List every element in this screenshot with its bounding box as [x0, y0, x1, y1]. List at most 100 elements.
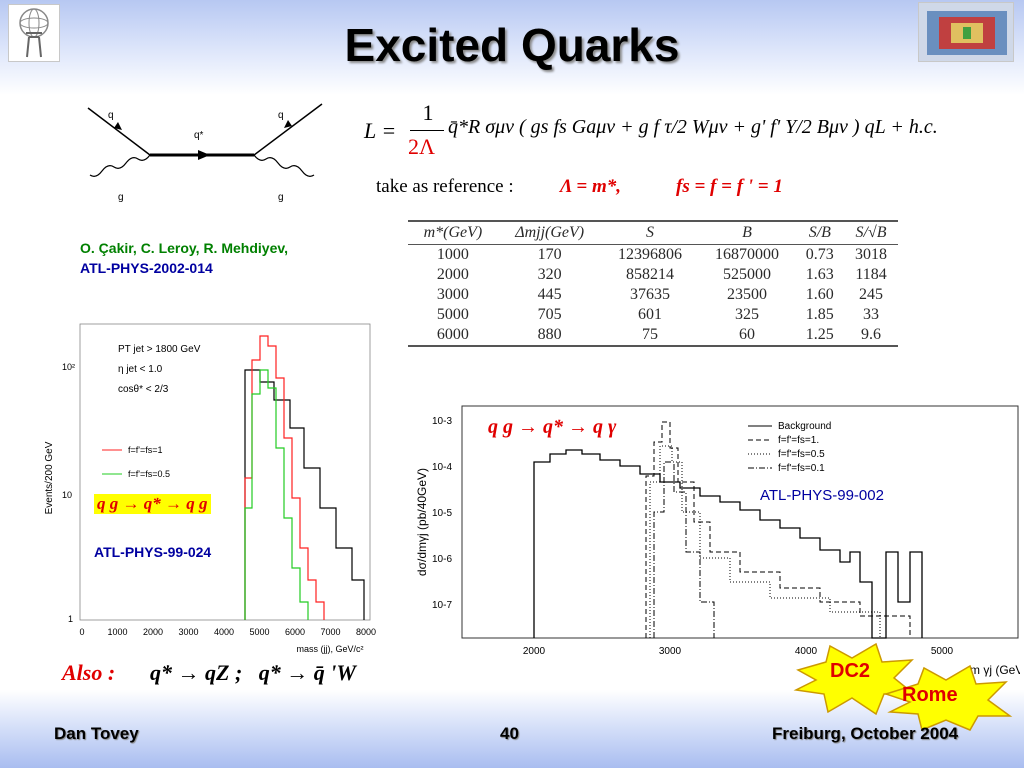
table-cell: 445 — [537, 286, 562, 303]
left-hist-f05 — [244, 369, 309, 620]
left-xtick: 6000 — [285, 627, 305, 637]
dc2-rome-stars — [793, 642, 1013, 732]
reference-prefix: take as reference : — [376, 176, 514, 197]
table-cell: 37635 — [630, 286, 670, 303]
right-legend-4: f=f'=fs=0.1 — [778, 463, 825, 474]
footer-author: Dan Tovey — [54, 724, 139, 743]
table-cell: 170 — [537, 246, 562, 263]
left-xtick: 4000 — [214, 627, 234, 637]
left-cut-2: η jet < 1.0 — [118, 364, 163, 375]
table-cell: 9.6 — [844, 325, 898, 347]
table-cell: 23500 — [727, 286, 768, 303]
left-hist-f1 — [244, 335, 325, 620]
left-xtick: 0 — [79, 627, 84, 637]
table-cell: 245 — [859, 286, 884, 303]
left-plot-xlabel: mass (jj), GeV/c² — [296, 644, 363, 654]
table-cell: 2000 — [436, 266, 469, 283]
lagrangian-frac-num: 1 — [422, 100, 434, 125]
left-xtick: 5000 — [249, 627, 269, 637]
right-ytick: 10-7 — [432, 600, 452, 611]
table-row: 1000 170 12396806 16870000 0.73 3018 — [408, 245, 898, 266]
right-plot-ylabel: dσ/dmγj (pb/40GeV) — [415, 468, 429, 576]
right-process-label: q g → q* → q γ — [488, 416, 617, 438]
feynman-diagram: q q q* g g — [87, 103, 323, 203]
table-row: 6000 880 75 60 1.25 9.6 — [408, 325, 898, 347]
left-report: ATL-PHYS-99-024 — [94, 544, 212, 560]
detector-image — [918, 2, 1014, 62]
label-g-out: g — [278, 192, 284, 203]
right-xtick: 2000 — [523, 646, 546, 657]
right-legend-2: f=f'=fs=1. — [778, 435, 819, 446]
slide-title: Excited Quarks — [344, 19, 680, 71]
footer-band — [0, 690, 1024, 768]
right-xtick: 3000 — [659, 646, 682, 657]
left-process-label: q g → q* → q g — [94, 494, 211, 514]
footer-page: 40 — [500, 724, 519, 743]
table-header: B — [698, 220, 796, 245]
left-plot-ylabel: Events/200 GeV — [44, 441, 55, 514]
table-header: S/√B — [844, 220, 898, 245]
ref-authors: O. Çakir, C. Leroy, R. Mehdiyev, — [80, 240, 288, 256]
left-xtick: 7000 — [320, 627, 340, 637]
table-cell: 1.60 — [805, 286, 834, 303]
right-ytick: 10-5 — [432, 508, 452, 519]
table-cell: 3018 — [855, 246, 888, 263]
left-ytick: 10 — [62, 490, 72, 500]
table-cell: 601 — [638, 306, 662, 323]
left-xtick: 2000 — [143, 627, 163, 637]
ref-report: ATL-PHYS-2002-014 — [80, 260, 213, 276]
right-hist-f01 — [653, 461, 715, 638]
lagrangian-lhs: L = — [364, 118, 397, 143]
table-header-row: m*(GeV) Δmjj(GeV) S B S/B S/√B — [408, 220, 898, 245]
table-header: Δmjj(GeV) — [497, 220, 602, 245]
right-ytick: 10-4 — [432, 462, 452, 473]
footer-venue: Freiburg, October 2004 — [772, 724, 959, 743]
table-cell: 325 — [735, 306, 760, 323]
table-cell: 12396806 — [618, 246, 682, 263]
also-label: Also : — [62, 660, 116, 685]
left-cut-1: PT jet > 1800 GeV — [118, 344, 201, 355]
left-xtick: 3000 — [178, 627, 198, 637]
table-cell: 1.25 — [795, 325, 845, 347]
header-band — [0, 0, 1024, 95]
table-row: 2000 320 858214 525000 1.63 1184 — [408, 265, 898, 285]
table-cell: 1184 — [855, 266, 887, 283]
cuts-table: m*(GeV) Δmjj(GeV) S B S/B S/√B 1000 170 12… — [408, 220, 898, 347]
table-cell: 5000 — [436, 306, 469, 323]
left-legend-2: f=f'=fs=0.5 — [128, 469, 170, 479]
label-q-out: q — [278, 110, 284, 121]
table-cell: 60 — [698, 325, 796, 347]
right-xtick: 4000 — [795, 646, 818, 657]
right-hist-background — [533, 449, 923, 639]
lagrangian-frac-den: 2Λ — [408, 134, 435, 159]
also-text: q* → qZ ; q* → q̄ 'W — [150, 660, 356, 685]
table-header: m*(GeV) — [408, 220, 498, 245]
right-legend-3: f=f'=fs=0.5 — [778, 449, 825, 460]
left-legend-1: f=f'=fs=1 — [128, 445, 163, 455]
right-hist-f05 — [649, 445, 881, 638]
table-cell: 6000 — [408, 325, 498, 347]
right-hist-f1 — [645, 421, 911, 638]
table-cell: 880 — [497, 325, 602, 347]
left-xtick: 1000 — [107, 627, 127, 637]
right-xtick: 5000 — [931, 646, 954, 657]
left-xtick: 8000 — [356, 627, 376, 637]
table-header: S — [601, 220, 699, 245]
table-cell: 16870000 — [715, 246, 780, 263]
table-cell: 1.63 — [805, 266, 834, 283]
table-cell: 320 — [537, 266, 562, 283]
table-cell: 705 — [537, 306, 562, 323]
atlas-logo — [8, 4, 60, 62]
lagrangian-body: q̄*R σμν ( gs fs Gaμν + g f τ/2 Wμν + g'… — [448, 116, 938, 138]
table-cell: 525000 — [723, 266, 772, 283]
table-row: 3000 445 37635 23500 1.60 245 — [408, 285, 898, 305]
right-ytick: 10-6 — [432, 554, 452, 565]
table-cell: 858214 — [626, 266, 674, 283]
table-cell: 3000 — [436, 286, 469, 303]
rome-label: Rome — [902, 684, 958, 706]
right-report: ATL-PHYS-99-002 — [760, 487, 884, 504]
right-plot-xlabel: m γj (GeV) — [970, 663, 1020, 677]
table-cell: 0.73 — [805, 246, 834, 263]
left-ytick: 10² — [62, 362, 75, 372]
dc2-label: DC2 — [830, 660, 871, 682]
